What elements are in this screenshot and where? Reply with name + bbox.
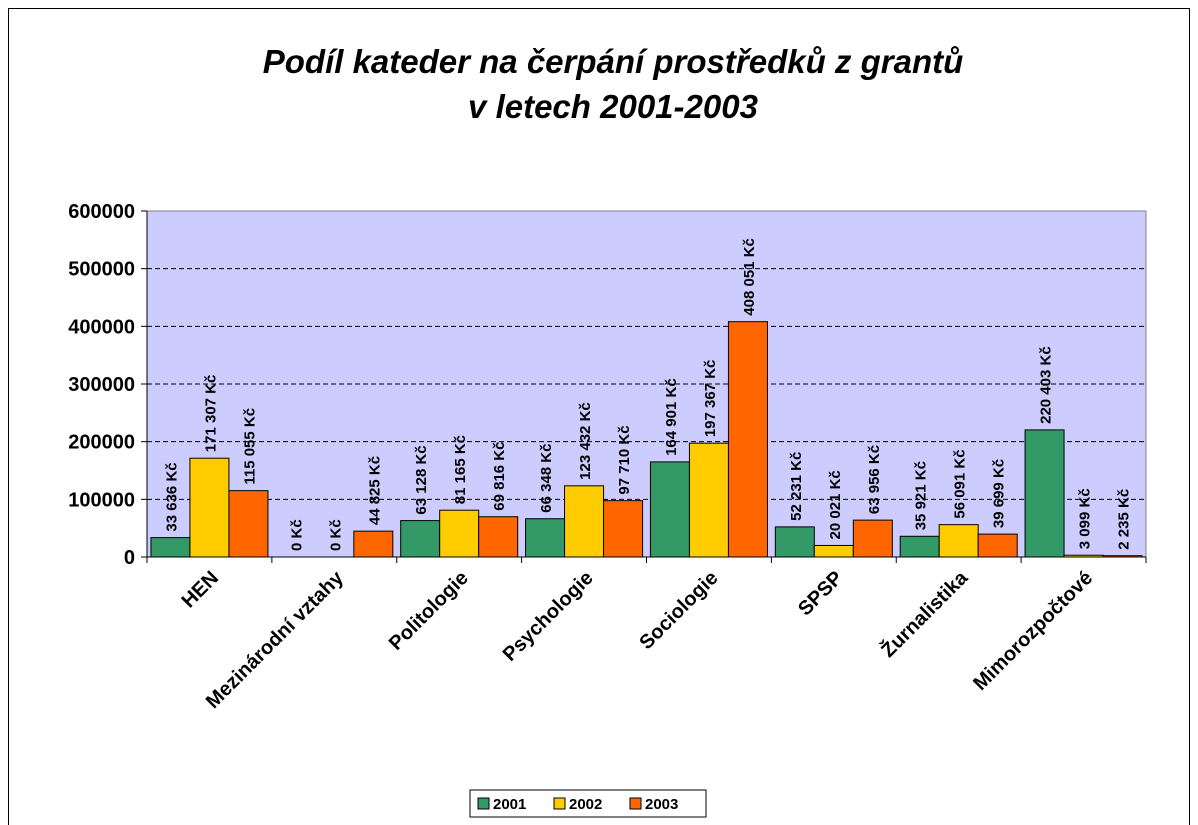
value-label: 81 165 Kč (452, 435, 469, 504)
value-label: 35 921 Kč (913, 461, 930, 530)
value-label: 197 367 Kč (702, 360, 719, 438)
value-label: 220 403 Kč (1038, 346, 1055, 424)
value-label: 2 235 Kč (1116, 489, 1133, 550)
chart-subtitle: v letech 2001-2003 (468, 88, 758, 125)
bar (478, 516, 519, 558)
bar (525, 518, 566, 558)
value-label: 56 091 Kč (952, 449, 969, 518)
bar (439, 509, 480, 558)
bar (1063, 554, 1104, 558)
bar (228, 490, 269, 558)
bar (150, 537, 191, 558)
bar (688, 442, 729, 558)
legend-box (469, 789, 707, 818)
value-label: 39 699 Kč (991, 459, 1008, 528)
y-tick-label: 500000 (68, 259, 135, 281)
y-tick-label: 600000 (68, 201, 135, 223)
value-label: 44 825 Kč (366, 456, 383, 525)
bar (938, 524, 979, 558)
bar (1024, 429, 1065, 558)
value-label: 52 231 Kč (788, 452, 805, 521)
legend-label: 2003 (645, 796, 678, 813)
legend-swatch (629, 797, 642, 810)
bar (189, 457, 230, 558)
bar (899, 535, 940, 558)
legend-label: 2001 (493, 796, 526, 813)
value-label: 123 432 Kč (577, 402, 594, 480)
bar (813, 544, 854, 558)
value-label: 66 348 Kč (538, 444, 555, 513)
legend-label: 2002 (569, 796, 602, 813)
value-label: 33 636 Kč (163, 462, 180, 531)
y-tick-label: 300000 (68, 374, 135, 396)
value-label: 63 128 Kč (413, 445, 430, 514)
bar (977, 533, 1018, 558)
value-label: 0 Kč (327, 519, 344, 551)
value-label: 0 Kč (288, 519, 305, 551)
bar (774, 526, 815, 558)
bar (353, 530, 394, 558)
value-label: 115 055 Kč (241, 408, 258, 485)
y-tick-label: 0 (124, 547, 135, 569)
y-tick-label: 400000 (68, 316, 135, 338)
y-tick-label: 200000 (68, 432, 135, 454)
value-label: 171 307 Kč (202, 375, 219, 453)
bar (1102, 555, 1143, 558)
value-label: 69 816 Kč (491, 442, 508, 511)
value-label: 164 901 Kč (663, 378, 680, 456)
chart-title: Podíl kateder na čerpání prostředků z gr… (263, 43, 964, 80)
bar (852, 519, 893, 558)
bar (603, 500, 644, 558)
value-label: 20 021 Kč (827, 470, 844, 539)
value-label: 63 956 Kč (866, 445, 883, 514)
legend-swatch (553, 797, 566, 810)
value-label: 3 099 Kč (1077, 488, 1094, 549)
value-label: 97 710 Kč (616, 425, 633, 494)
bar (400, 520, 441, 558)
y-tick-label: 100000 (68, 489, 135, 511)
legend-swatch (477, 797, 490, 810)
bar (564, 485, 605, 558)
value-label: 408 051 Kč (741, 238, 758, 316)
bar (649, 461, 690, 558)
bar (727, 321, 768, 558)
